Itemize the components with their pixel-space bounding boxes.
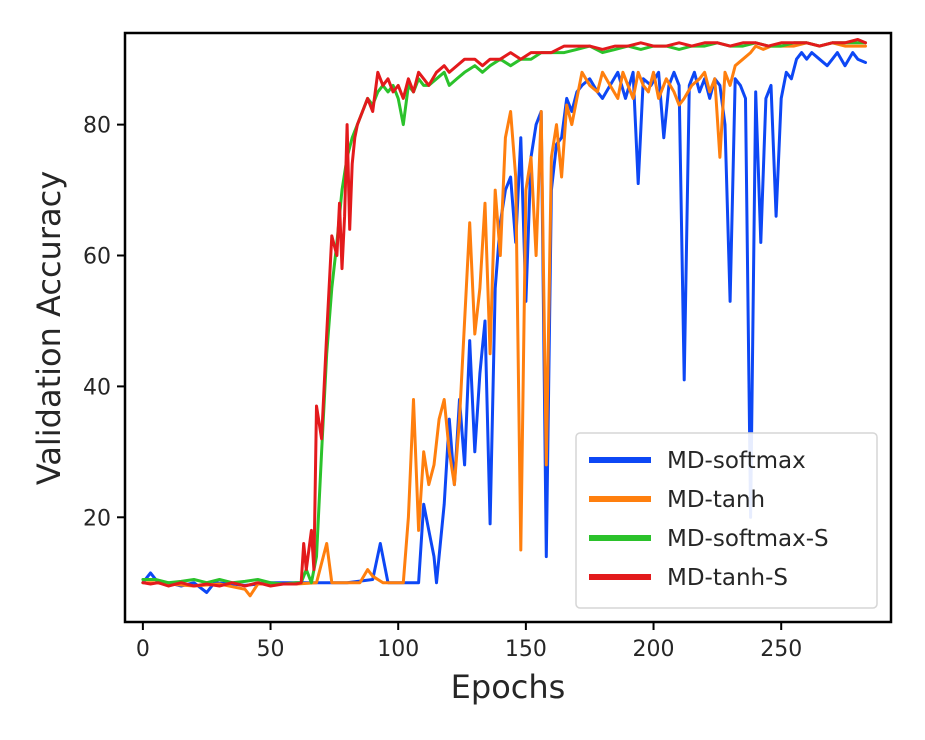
y-tick-label: 80	[83, 114, 111, 139]
y-tick-label: 60	[83, 245, 111, 270]
x-tick-label: 0	[136, 637, 150, 662]
y-axis: 20 40 60 80	[83, 114, 125, 531]
legend-label-md-softmax: MD-softmax	[667, 448, 806, 474]
x-tick-label: 250	[760, 637, 802, 662]
legend-label-md-tanh-s: MD-tanh-S	[667, 565, 788, 591]
y-tick-label: 20	[83, 506, 111, 531]
series-layer	[141, 38, 867, 598]
legend-label-md-tanh: MD-tanh	[667, 487, 765, 513]
y-tick-label: 40	[83, 375, 111, 400]
x-tick-label: 100	[377, 637, 419, 662]
plot-frame	[123, 31, 893, 624]
series-line-md-tanh-s	[141, 38, 867, 588]
x-tick-label: 150	[505, 637, 547, 662]
x-tick-label: 50	[257, 637, 285, 662]
series-line-md-tanh	[141, 41, 867, 598]
legend-box	[575, 432, 878, 609]
legend-label-md-softmax-s: MD-softmax-S	[667, 526, 829, 552]
y-axis-label: Validation Accuracy	[30, 171, 68, 485]
x-tick-label: 200	[633, 637, 675, 662]
x-axis-label: Epochs	[451, 668, 566, 706]
legend: MD-softmax MD-tanh MD-softmax-S MD-tanh-S	[575, 432, 878, 609]
x-axis: 0 50 100 150 200 250	[136, 622, 802, 662]
